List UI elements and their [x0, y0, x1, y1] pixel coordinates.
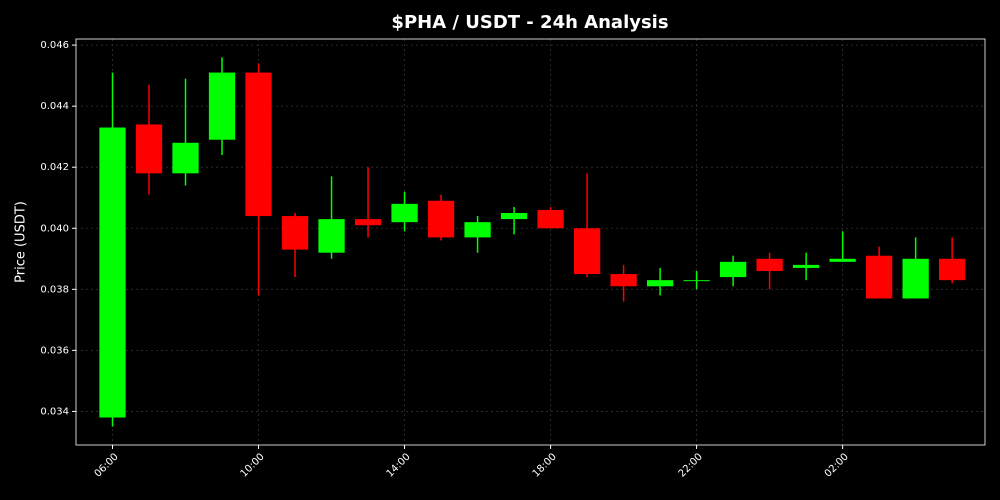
plot-frame	[75, 38, 986, 446]
candle-body	[865, 255, 893, 299]
candle-body	[135, 124, 163, 174]
candle-body	[245, 72, 272, 217]
y-tick-label: 0.046	[40, 40, 69, 51]
candle-body	[537, 209, 564, 229]
candle-body	[902, 258, 929, 299]
candle-body	[756, 258, 783, 271]
candle-body	[829, 258, 856, 262]
candle-body	[683, 280, 710, 282]
y-tick-label: 0.034	[40, 406, 69, 417]
candle-body	[391, 203, 418, 223]
y-tick-label: 0.044	[40, 101, 69, 112]
candle-body	[646, 280, 674, 287]
chart-title: $PHA / USDT - 24h Analysis	[391, 12, 668, 33]
candle-body	[172, 142, 199, 174]
candle-body	[792, 264, 820, 268]
y-tick-label: 0.040	[40, 223, 69, 234]
y-tick-label: 0.038	[40, 284, 69, 295]
candle-body	[427, 200, 455, 238]
candle-body	[99, 127, 126, 418]
candle-body	[610, 274, 637, 287]
candle-body	[939, 258, 966, 281]
candle-body	[719, 261, 747, 278]
candle-body	[318, 219, 345, 253]
y-tick-label: 0.036	[40, 345, 69, 356]
candle-body	[281, 216, 309, 250]
y-tick-label: 0.042	[40, 162, 69, 173]
candle-body	[208, 72, 236, 140]
candle-body	[500, 213, 528, 220]
y-axis-label: Price (USDT)	[14, 201, 29, 283]
candle-body	[354, 219, 382, 226]
candle-body	[464, 222, 491, 238]
candle-body	[573, 228, 601, 275]
